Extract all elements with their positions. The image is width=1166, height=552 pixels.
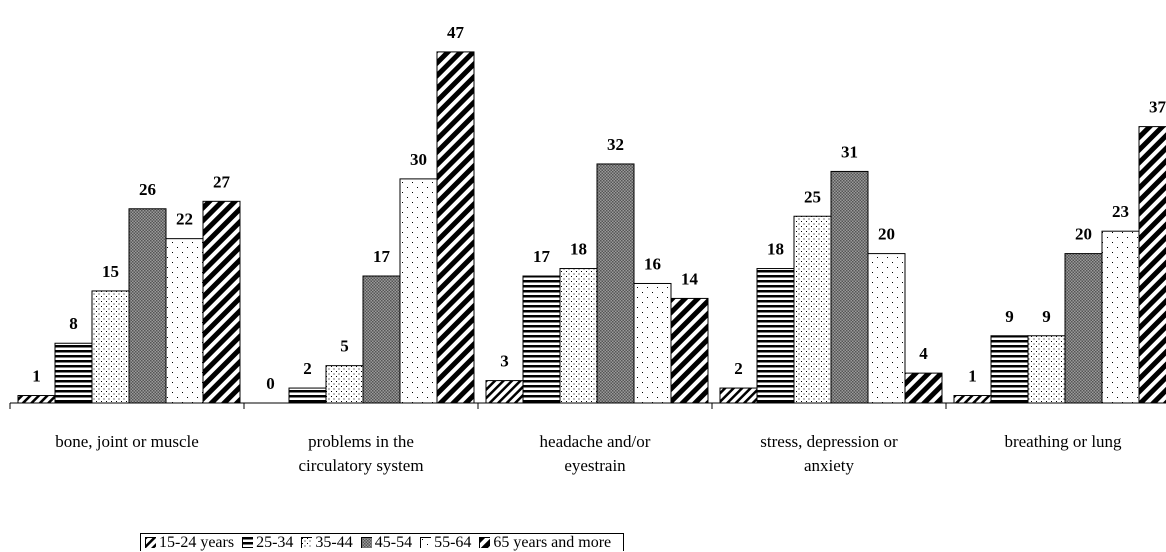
legend-item: 65 years and more bbox=[479, 534, 611, 552]
value-label: 5 bbox=[340, 337, 349, 356]
bar bbox=[91, 290, 130, 404]
bar bbox=[399, 178, 438, 404]
legend-item: 55-64 bbox=[420, 534, 471, 552]
value-label: 0 bbox=[266, 374, 275, 393]
bar bbox=[904, 372, 943, 404]
value-label: 8 bbox=[69, 314, 78, 333]
legend-label: 15-24 years bbox=[159, 533, 235, 551]
bar bbox=[633, 282, 672, 404]
x-tick-label: headache and/or eyestrain bbox=[539, 432, 651, 475]
value-label: 18 bbox=[767, 240, 784, 259]
bar bbox=[165, 238, 204, 404]
x-tick-label: breathing or lung bbox=[1004, 432, 1122, 451]
value-label: 20 bbox=[878, 225, 895, 244]
bar bbox=[288, 387, 327, 404]
x-tick-label: stress, depression or anxiety bbox=[760, 432, 898, 475]
value-label: 32 bbox=[607, 135, 624, 154]
bar bbox=[1138, 126, 1166, 404]
value-label: 26 bbox=[139, 180, 156, 199]
bar bbox=[867, 253, 906, 404]
bar bbox=[953, 395, 992, 404]
value-label: 27 bbox=[213, 172, 231, 191]
bar bbox=[436, 51, 475, 404]
bar bbox=[756, 268, 795, 404]
bar bbox=[1064, 253, 1103, 404]
bar bbox=[325, 365, 364, 404]
legend-label: 65 years and more bbox=[493, 533, 612, 551]
bar bbox=[670, 297, 709, 404]
value-label: 37 bbox=[1149, 98, 1166, 117]
legend-item: 15-24 years bbox=[145, 534, 234, 552]
value-label: 9 bbox=[1005, 307, 1014, 326]
bar bbox=[17, 395, 56, 404]
value-label: 18 bbox=[570, 240, 587, 259]
legend: 15-24 years 25-34 35-44 45-54 55-64 65 years … bbox=[140, 533, 625, 552]
value-label: 23 bbox=[1112, 202, 1129, 221]
bar bbox=[990, 335, 1029, 404]
bar bbox=[596, 163, 635, 404]
value-label: 17 bbox=[533, 247, 551, 266]
legend-swatch bbox=[242, 537, 254, 548]
x-tick-label: bone, joint or muscle bbox=[55, 432, 199, 451]
legend-item: 35-44 bbox=[301, 533, 353, 552]
legend-label: 35-44 bbox=[315, 533, 353, 551]
bar bbox=[719, 387, 758, 404]
legend-label: 55-64 bbox=[434, 533, 472, 551]
legend-swatch bbox=[420, 537, 432, 548]
value-label: 1 bbox=[32, 367, 41, 386]
value-label: 2 bbox=[303, 359, 312, 378]
value-label: 20 bbox=[1075, 225, 1092, 244]
bar bbox=[559, 268, 598, 404]
value-label: 31 bbox=[841, 142, 858, 161]
bar bbox=[485, 380, 524, 404]
value-label: 17 bbox=[373, 247, 391, 266]
bar bbox=[1027, 335, 1066, 404]
value-label: 1 bbox=[968, 367, 977, 386]
value-label: 15 bbox=[102, 262, 119, 281]
legend-swatch bbox=[479, 537, 491, 548]
legend-label: 45-54 bbox=[374, 533, 413, 551]
value-label: 14 bbox=[681, 269, 699, 288]
bar bbox=[793, 215, 832, 404]
value-label: 25 bbox=[804, 187, 821, 206]
value-label: 4 bbox=[919, 344, 928, 363]
value-label: 2 bbox=[734, 359, 743, 378]
bar bbox=[522, 275, 561, 404]
x-tick-label: problems in the circulatory system bbox=[298, 432, 424, 475]
bar bbox=[202, 200, 241, 404]
value-label: 30 bbox=[410, 150, 427, 169]
value-label: 47 bbox=[447, 23, 465, 42]
legend-item: 45-54 bbox=[360, 533, 413, 552]
bar bbox=[128, 208, 167, 404]
legend-label: 25-34 bbox=[256, 533, 294, 551]
legend-swatch bbox=[360, 537, 372, 548]
bar bbox=[1101, 230, 1140, 404]
value-label: 16 bbox=[644, 254, 661, 273]
bar bbox=[830, 170, 869, 404]
value-label: 3 bbox=[500, 352, 509, 371]
value-label: 22 bbox=[176, 210, 193, 229]
bar bbox=[362, 275, 401, 404]
legend-item: 25-34 bbox=[242, 534, 293, 552]
legend-swatch bbox=[145, 537, 156, 548]
legend-swatch bbox=[301, 537, 313, 548]
value-label: 9 bbox=[1042, 307, 1051, 326]
bar bbox=[54, 342, 93, 404]
